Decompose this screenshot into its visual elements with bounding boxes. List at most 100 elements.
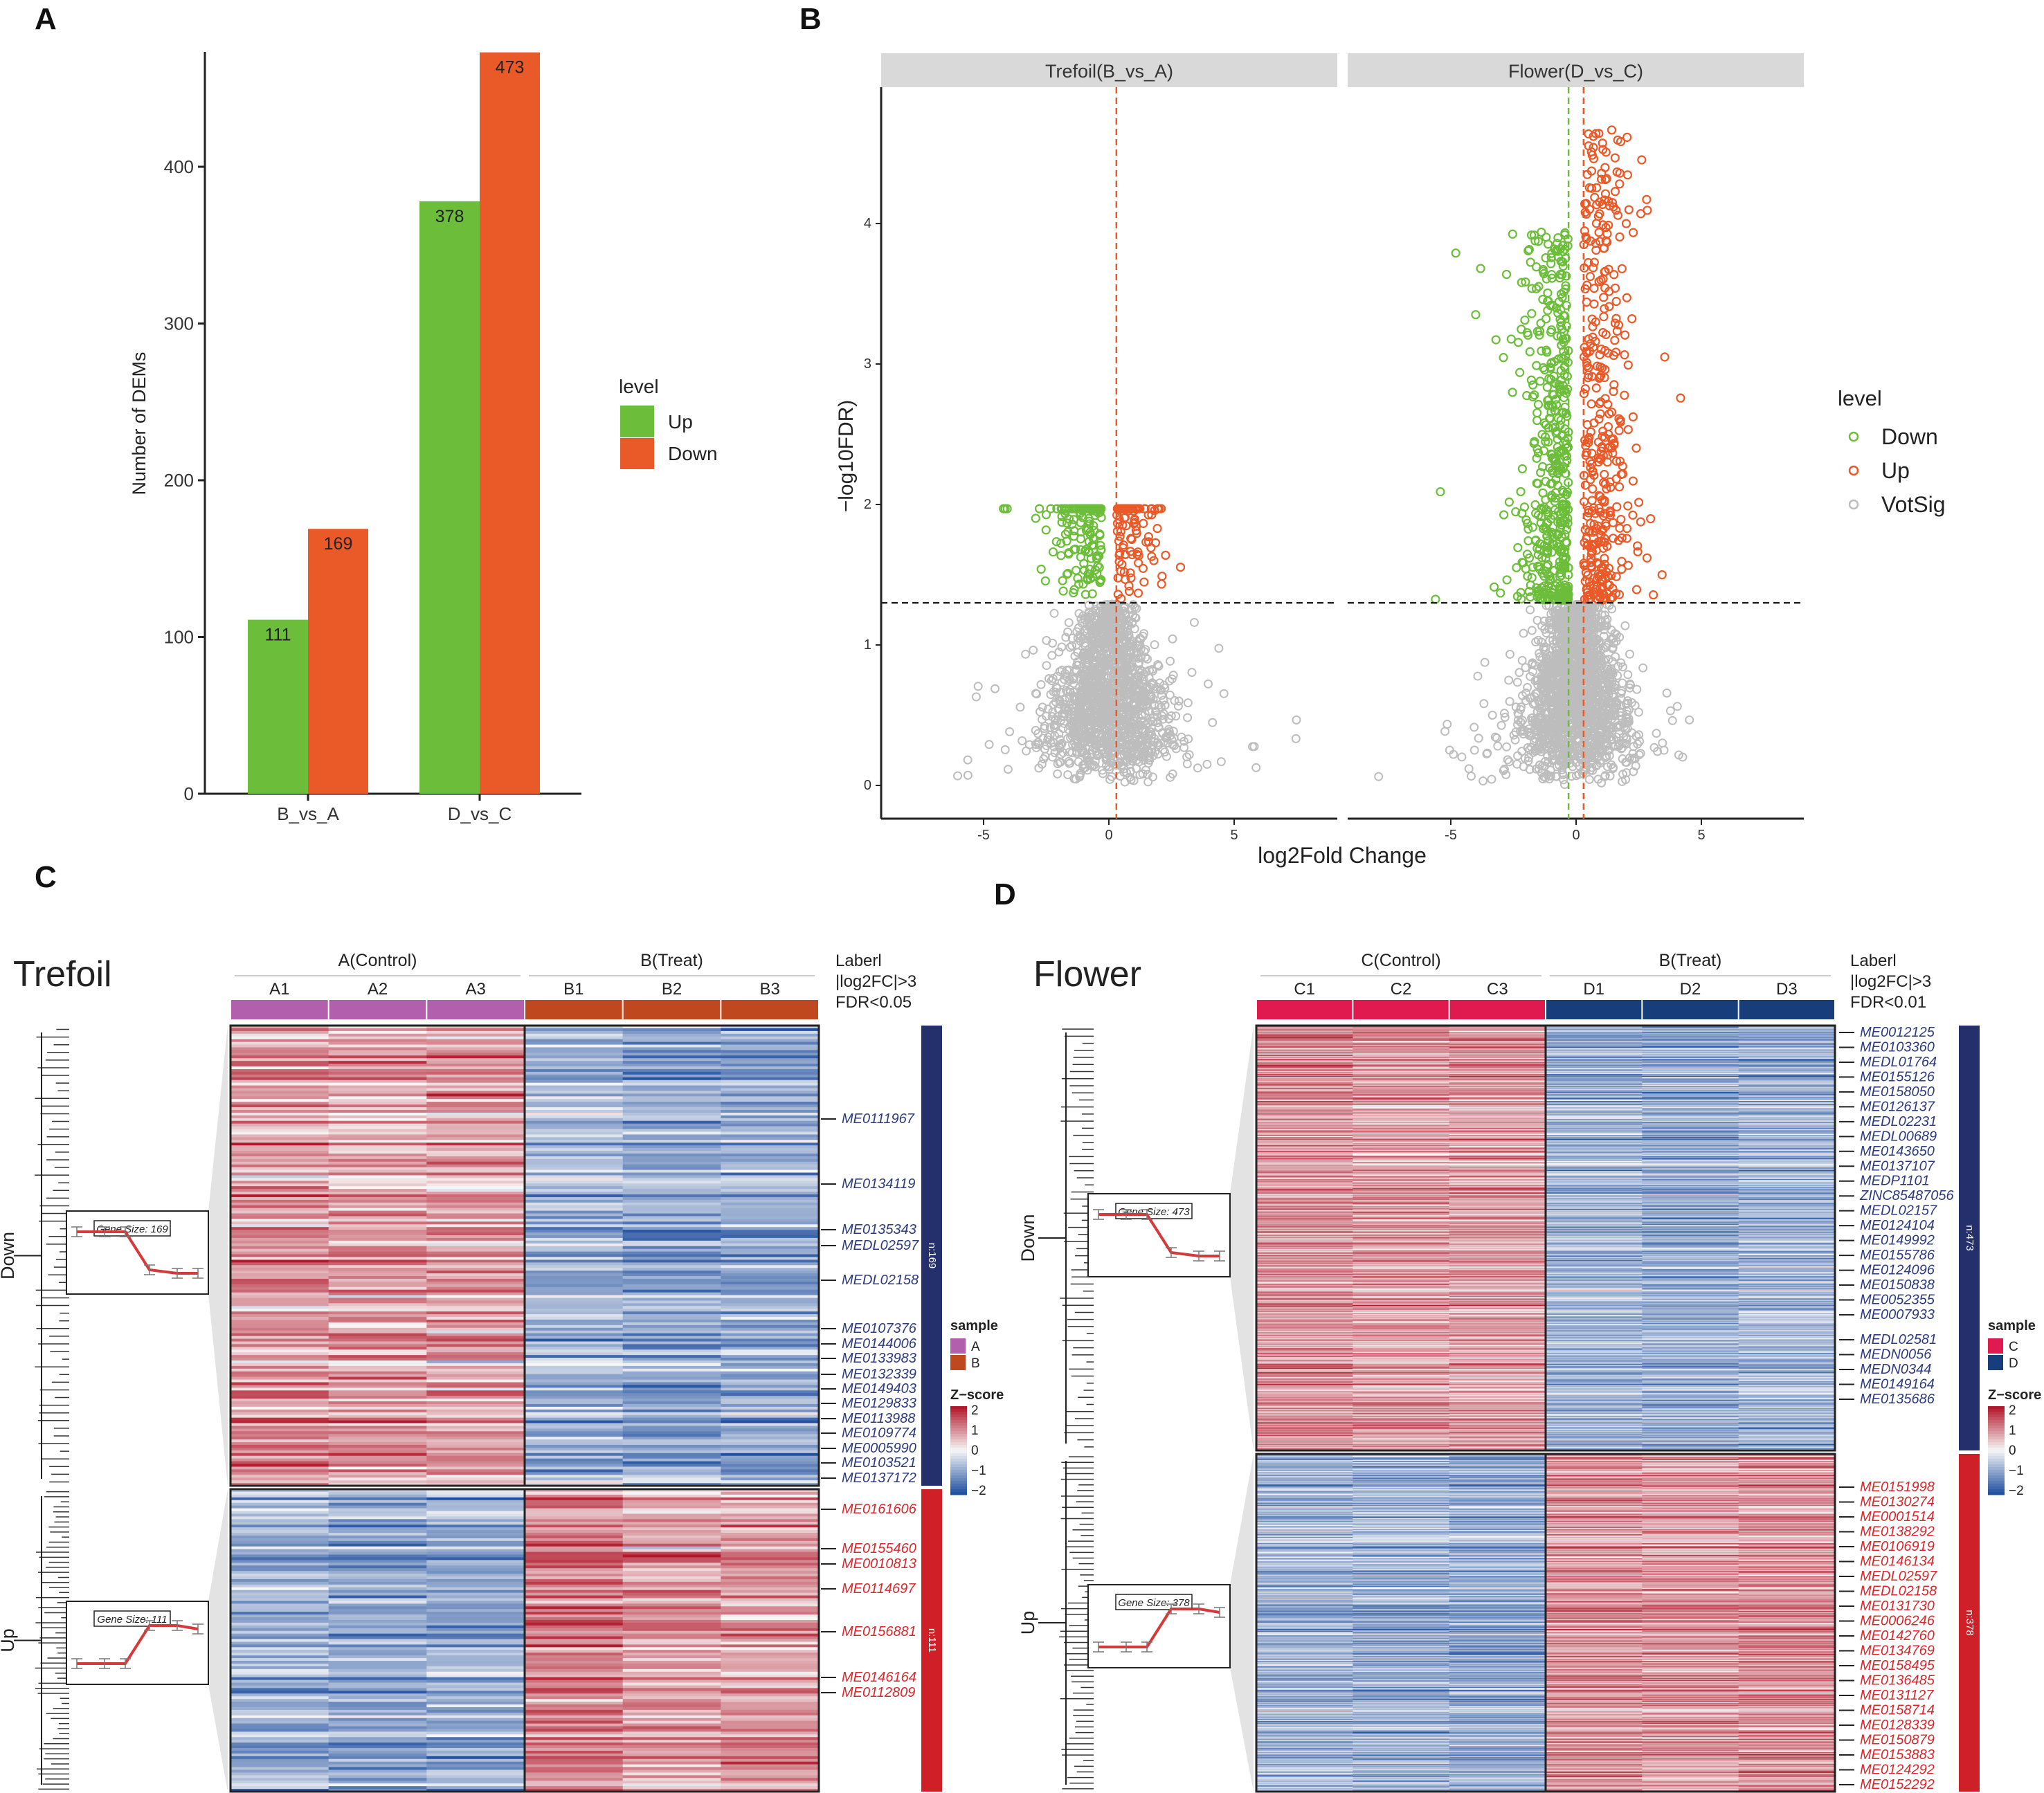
point-down [1530,390,1539,400]
point-notsig [1050,714,1060,724]
heatmap-cell [426,1074,525,1078]
heatmap-cell [230,1221,329,1225]
point-notsig [1155,700,1164,710]
heatmap-cell [525,1148,624,1152]
heatmap-cell [622,1192,721,1195]
heatmap-cell [230,1216,329,1219]
heatmap-cell [230,1061,329,1064]
point-up [1113,590,1123,599]
point-notsig [1620,621,1630,630]
heatmap-cell [525,1205,624,1209]
heatmap-cell [721,1102,820,1105]
point-notsig [1155,685,1165,695]
point-down [1062,504,1071,513]
heatmap-cell [328,1140,427,1143]
heatmap-cell [230,1102,329,1105]
heatmap-cell [328,1064,427,1067]
point-up [1631,443,1641,453]
heatmap-cell [525,1058,624,1062]
heatmap-cell [426,1213,525,1217]
heatmap-cell [230,1148,329,1152]
heatmap-cell [525,1041,624,1046]
point-notsig [1032,689,1042,699]
heatmap-cell [721,1205,820,1209]
heatmap-cell [230,1205,329,1209]
heatmap-cell [622,1102,721,1105]
point-notsig [1173,701,1183,711]
heatmap-cell [328,1224,427,1228]
heatmap-cell [230,1044,329,1048]
point-down [1087,504,1097,513]
point-notsig [1505,697,1514,707]
heatmap-cell [230,1194,329,1198]
point-up [1114,515,1124,525]
point-notsig [1502,742,1512,752]
point-notsig [1101,621,1111,630]
point-notsig [1105,709,1115,719]
sample-label: B2 [662,980,682,999]
heatmap-cell [721,1196,820,1201]
point-down [1056,551,1066,561]
point-notsig [1249,742,1259,752]
heatmap-cell [426,1164,525,1168]
heatmap-cell [721,1064,820,1067]
point-down [1076,527,1086,537]
point-down [1476,264,1485,273]
heatmap-cell [525,1129,624,1132]
heatmap-cell [426,1192,525,1195]
heatmap-cell [230,1224,329,1228]
heatmap-cell [328,1107,427,1111]
point-notsig [1120,630,1130,639]
point-notsig [1048,752,1058,762]
heatmap-cell [721,1194,820,1198]
heatmap-cell [721,1109,820,1113]
point-notsig [1082,713,1092,723]
heatmap-cell [525,1183,624,1187]
heatmap-cell [721,1131,820,1135]
heatmap-cell [328,1158,427,1163]
heatmap-cell [721,1126,820,1130]
heatmap-cell [426,1096,525,1100]
point-notsig [1165,676,1175,686]
heatmap-cell [721,1030,820,1035]
heatmap-cell [721,1148,820,1152]
heatmap-cell [426,1050,525,1053]
heatmap-cell [426,1088,525,1091]
facet-strip [881,53,1337,87]
point-notsig [1517,655,1527,665]
heatmap-cell [525,1167,624,1171]
heatmap-cell [622,1047,721,1050]
point-notsig [1457,752,1467,762]
heatmap-cell [230,1210,329,1214]
heatmap-cell [328,1058,427,1062]
point-notsig [1043,704,1053,714]
point-up [1649,590,1658,600]
heatmap-cell [230,1088,329,1091]
point-notsig [1096,718,1105,727]
heatmap-cell [525,1055,624,1059]
point-notsig [1546,609,1556,619]
point-notsig [1189,617,1199,627]
heatmap-cell [328,1099,427,1102]
heatmap-cell [230,1131,329,1135]
bar-value-label: 111 [264,626,291,645]
point-notsig [1152,718,1162,727]
point-notsig [1050,748,1060,758]
point-notsig [1091,698,1101,708]
heatmap-cell [622,1093,721,1097]
heatmap-cell [525,1082,624,1086]
heatmap-cell [622,1143,721,1146]
heatmap-cell [230,1041,329,1046]
panel-label-b: B [799,2,822,36]
heatmap-cell [328,1235,427,1239]
heatmap-cell [622,1145,721,1149]
point-up [1642,553,1652,563]
heatmap-cell [525,1071,624,1075]
heatmap-cell [525,1196,624,1201]
point-up [1631,585,1642,594]
point-notsig [1153,660,1163,670]
heatmap-cell [328,1088,427,1091]
legend-label-up: Up [1881,458,1910,483]
heatmap-cell [721,1175,820,1178]
point-notsig [1015,702,1025,712]
